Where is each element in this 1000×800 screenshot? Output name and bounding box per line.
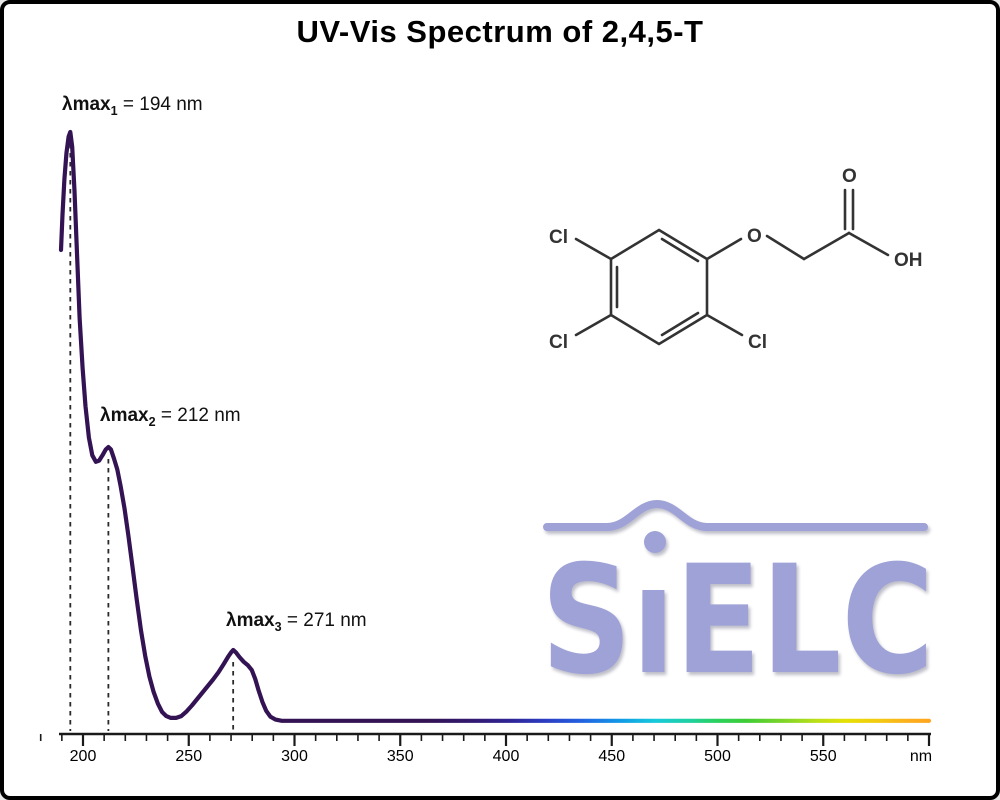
x-tick-label-450: 450 bbox=[598, 748, 625, 765]
o-ether-label: O bbox=[747, 226, 762, 247]
lambda-max-3-value: = 271 nm bbox=[286, 610, 367, 631]
lambda-max-2-annotation: λmax2 = 212 nm bbox=[100, 405, 241, 429]
logo-chromatogram-line bbox=[543, 499, 928, 531]
sielc-logo-text: SıELC bbox=[541, 534, 934, 694]
x-tick-label-550: 550 bbox=[810, 748, 837, 765]
x-tick-label-350: 350 bbox=[387, 748, 414, 765]
double-bond-top-right bbox=[660, 237, 700, 263]
logo-i-dot bbox=[644, 531, 666, 553]
lambda-max-1-label: λmax bbox=[62, 94, 111, 115]
x-tick-label-300: 300 bbox=[281, 748, 308, 765]
bond-ch2-c bbox=[802, 231, 851, 261]
bond-c-oh bbox=[847, 231, 890, 257]
lambda-max-2-value: = 212 nm bbox=[160, 405, 241, 426]
cl-top-left-label: Cl bbox=[549, 227, 568, 248]
lambda-max-2-sub: 2 bbox=[148, 414, 156, 429]
o-carbonyl-label: O bbox=[842, 166, 857, 187]
cl-bottom-left-label: Cl bbox=[549, 332, 568, 353]
bond-c5-cl bbox=[574, 237, 613, 261]
lambda-max-2-label: λmax bbox=[100, 405, 149, 426]
oh-label: OH bbox=[894, 250, 923, 271]
sielc-logo: SıELC bbox=[541, 499, 934, 694]
lambda-max-3-sub: 3 bbox=[274, 619, 282, 634]
lambda-max-1-annotation: λmax1 = 194 nm bbox=[62, 94, 203, 118]
bond-c2-cl bbox=[705, 313, 744, 337]
lambda-max-1-sub: 1 bbox=[110, 103, 118, 118]
bond-c4-cl bbox=[574, 313, 613, 337]
absorbance-curve bbox=[58, 129, 932, 723]
x-tick-label-250: 250 bbox=[175, 748, 202, 765]
x-axis-unit-label: nm bbox=[910, 748, 932, 765]
double-bond-bottom-right bbox=[660, 311, 700, 337]
page-title: UV-Vis Spectrum of 2,4,5-T bbox=[296, 14, 704, 49]
bond-o-ch2 bbox=[765, 234, 806, 261]
benzene-ring bbox=[609, 228, 709, 346]
x-tick-label-400: 400 bbox=[493, 748, 520, 765]
x-tick-label-200: 200 bbox=[70, 748, 97, 765]
cl-bottom-right-label: Cl bbox=[748, 332, 767, 353]
spectrum-chart: 200 250 300 350 400 450 500 550 nm bbox=[39, 129, 932, 765]
lambda-max-3-annotation: λmax3 = 271 nm bbox=[226, 610, 367, 634]
molecule-structure: Cl Cl Cl O O OH bbox=[549, 166, 923, 353]
lambda-max-3-label: λmax bbox=[226, 610, 275, 631]
bond-c1-o bbox=[705, 237, 743, 261]
x-tick-label-500: 500 bbox=[704, 748, 731, 765]
lambda-max-1-value: = 194 nm bbox=[122, 94, 203, 115]
